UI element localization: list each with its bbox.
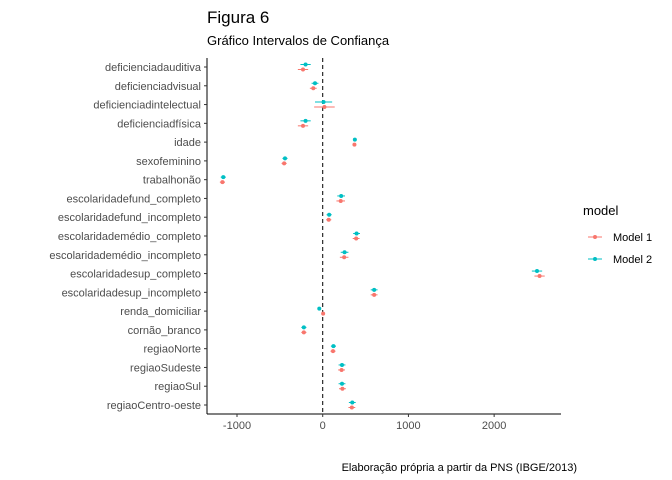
point-estimate [311,86,316,91]
point-estimate [303,62,308,67]
y-tick-label: renda_domiciliar [120,306,201,318]
point-estimate [317,306,322,311]
y-tick-label: regiaoSul [155,381,201,393]
legend-key-point [593,257,597,261]
chart-caption: Elaboração própria a partir da PNS (IBGE… [342,462,577,474]
y-tick-label: escolaridadefund_completo [66,193,201,205]
legend-title: model [583,203,619,218]
point-estimate [301,67,305,72]
point-estimate [331,344,336,349]
y-tick-label: regiaoNorte [144,344,201,356]
legend-label: Model 2 [613,254,652,266]
point-estimate [340,386,345,391]
point-estimate [327,212,332,217]
point-estimate [326,217,331,222]
legend: Model 1 Model 2 [588,232,652,266]
y-tick-label: escolaridademédio_incompleto [49,250,201,262]
x-tick-label: 2000 [482,420,506,432]
y-tick-label: regiaoSudeste [130,362,201,374]
point-estimate [537,274,542,279]
plot-area: deficienciadauditiva deficienciadvisual de… [49,58,561,432]
point-estimate [349,405,354,410]
x-tick-label: 1000 [396,420,420,432]
y-tick-label: deficienciadfísica [117,118,202,130]
point-estimate [342,255,347,260]
point-estimate [321,100,326,105]
point-estimate [535,269,539,274]
series-model-2 [220,62,543,405]
y-tick-label: escolaridadesup_incompleto [62,287,201,299]
point-estimate [339,193,344,198]
y-tick-label: idade [174,137,201,149]
y-tick-label: regiaoCentro-oeste [107,400,201,412]
point-estimate [342,250,347,255]
point-estimate [372,292,377,297]
y-tick-label: trabalhonão [143,175,201,187]
y-tick-label: deficienciadvisual [115,81,201,93]
point-estimate [338,198,343,203]
y-tick-label: deficienciadintelectual [93,100,201,112]
series-model-1 [219,67,545,410]
y-tick-label: cornão_branco [128,325,201,337]
y-tick-label: escolaridademédio_completo [58,231,201,243]
point-estimate [352,137,357,142]
legend-label: Model 1 [613,232,652,244]
y-tick-label: sexofeminino [136,156,201,168]
y-tick-label: escolaridadesup_completo [70,269,201,281]
point-estimate [321,311,326,316]
point-estimate [372,287,377,292]
point-estimate [354,231,359,236]
point-estimate [313,81,317,86]
y-tick-label: deficienciadauditiva [105,62,202,74]
point-estimate [331,349,335,354]
point-estimate [283,156,287,161]
legend-key-point [593,235,597,239]
point-estimate [301,123,305,128]
chart-subtitle: Gráfico Intervalos de Confiança [207,33,390,48]
point-estimate [301,330,306,335]
y-tick-label: escolaridadefund_incompleto [58,212,201,224]
point-estimate [301,325,306,330]
point-estimate [220,180,225,185]
point-estimate [340,362,344,367]
point-estimate [282,161,287,166]
point-estimate [322,105,327,110]
point-estimate [221,175,226,180]
x-tick-label: 0 [320,420,326,432]
point-estimate [350,400,355,405]
point-estimate [354,236,359,241]
chart-title: Figura 6 [207,8,269,27]
point-estimate [339,367,344,372]
point-estimate [340,381,344,386]
x-tick-label: -1000 [223,420,251,432]
point-estimate [352,142,357,147]
point-estimate [303,118,308,123]
